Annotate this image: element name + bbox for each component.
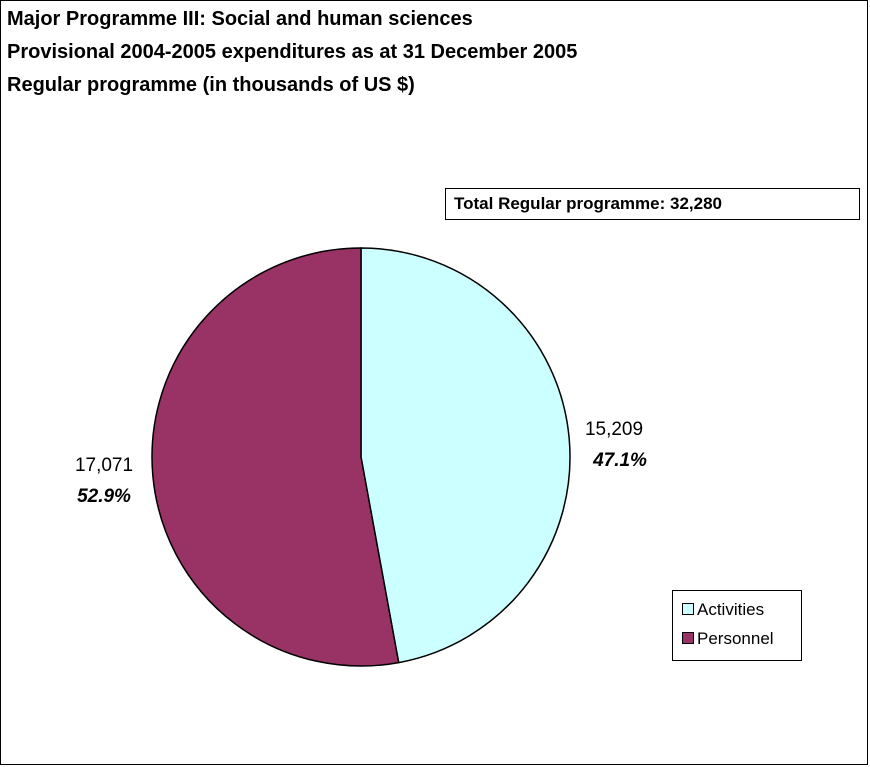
slice-value-label-activities: 15,209 — [585, 419, 643, 440]
legend-item-activities: Activities — [682, 600, 764, 620]
slice-value-label-personnel: 17,071 — [75, 455, 133, 476]
chart-title-line-2: Provisional 2004-2005 expenditures as at… — [7, 41, 578, 63]
total-label-box: Total Regular programme: 32,280 — [445, 188, 860, 220]
legend-swatch-personnel — [682, 632, 694, 644]
chart-legend: Activities Personnel — [672, 590, 802, 661]
legend-label-personnel: Personnel — [697, 629, 774, 648]
pie-slice-personnel — [151, 247, 400, 667]
legend-item-personnel: Personnel — [682, 629, 774, 649]
legend-label-activities: Activities — [697, 600, 765, 619]
slice-percent-label-personnel: 52.9% — [77, 486, 131, 507]
chart-title-line-3: Regular programme (in thousands of US $) — [7, 74, 415, 96]
pie-slice-activities — [360, 247, 571, 664]
chart-title-line-1: Major Programme III: Social and human sc… — [7, 8, 473, 30]
legend-swatch-activities — [682, 603, 694, 615]
slice-percent-label-activities: 47.1% — [592, 450, 647, 471]
